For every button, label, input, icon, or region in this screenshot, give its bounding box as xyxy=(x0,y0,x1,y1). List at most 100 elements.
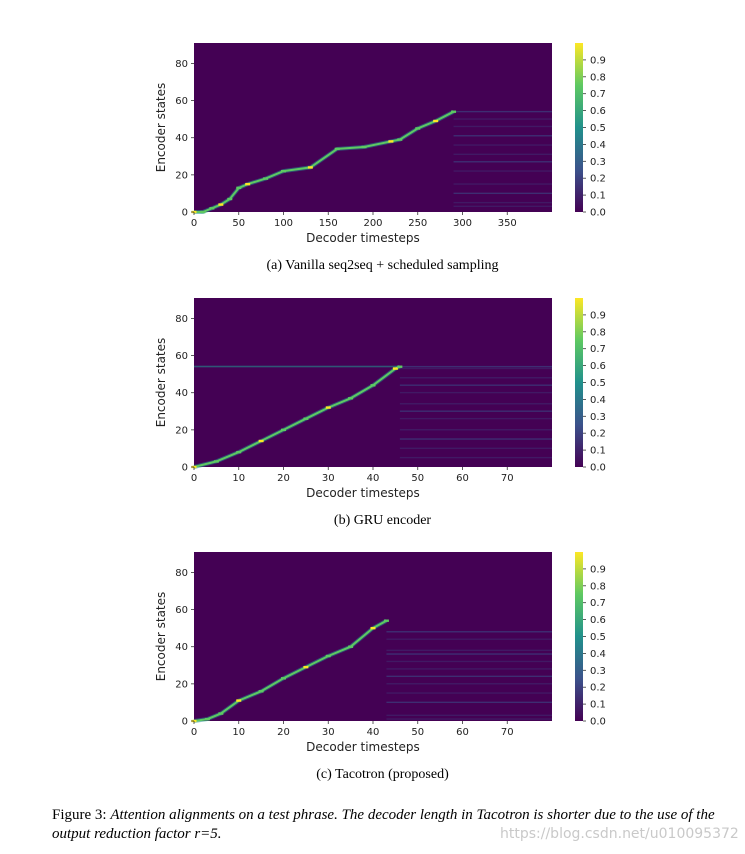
x-tick-label: 70 xyxy=(501,473,514,484)
residual-attention-stripe xyxy=(399,447,552,450)
residual-attention-stripe xyxy=(453,153,552,156)
alignment-point xyxy=(392,367,398,370)
alignment-point xyxy=(307,166,313,169)
colorbar-tick-label: 0.0 xyxy=(590,463,606,474)
watermark: https://blog.csdn.net/u010095372 xyxy=(500,826,739,842)
colorbar xyxy=(575,298,583,467)
panel-a: 0 50 100 150 200 250 300 350 0 20 40 60 80 Decoder ti… xyxy=(0,0,745,290)
residual-attention-stripe xyxy=(386,649,552,652)
alignment-point xyxy=(348,397,354,400)
x-tick-label: 0 xyxy=(191,218,197,229)
alignment-point xyxy=(415,127,421,130)
alignment-point xyxy=(281,428,286,432)
y-tick-label: 20 xyxy=(175,425,188,436)
x-axis-label: Decoder timesteps xyxy=(306,231,420,245)
alignment-point xyxy=(303,665,309,669)
alignment-point xyxy=(258,439,264,443)
alignment-point xyxy=(370,384,376,387)
alignment-point xyxy=(245,182,251,186)
residual-attention-stripe xyxy=(399,365,552,368)
figure-caption: Figure 3: Attention alignments on a test… xyxy=(52,806,724,844)
alignment-point xyxy=(218,712,224,715)
residual-attention-stripe xyxy=(399,367,552,370)
residual-attention-stripe xyxy=(399,438,552,440)
residual-attention-stripe xyxy=(453,144,552,146)
alignment-point xyxy=(281,677,286,680)
alignment-point xyxy=(303,417,309,420)
residual-attention-stripe xyxy=(399,391,552,394)
alignment-point xyxy=(236,186,242,190)
x-tick-label: 350 xyxy=(498,218,517,229)
x-tick-label: 0 xyxy=(191,473,197,484)
y-axis-label: Encoder states xyxy=(154,338,168,428)
panel-b: 0 10 20 30 40 50 60 70 0 20 40 60 80 Decoder timestep… xyxy=(0,255,745,545)
alignment-point xyxy=(397,365,403,368)
colorbar-tick-label: 0.9 xyxy=(590,55,606,66)
x-tick-label: 50 xyxy=(411,473,424,484)
alignment-point xyxy=(325,406,331,409)
colorbar-tick-label: 0.3 xyxy=(590,412,606,423)
alignment-point xyxy=(258,690,264,693)
y-tick-label: 60 xyxy=(175,351,188,362)
colorbar xyxy=(575,552,583,721)
residual-attention-stripe xyxy=(386,701,552,704)
colorbar-tick-label: 0.9 xyxy=(590,564,606,575)
colorbar-tick-label: 0.0 xyxy=(590,208,606,219)
x-tick-label: 30 xyxy=(322,473,335,484)
colorbar-tick-label: 0.6 xyxy=(590,361,606,372)
residual-attention-stripe xyxy=(399,417,552,420)
colorbar-tick-label: 0.2 xyxy=(590,683,606,694)
residual-attention-stripe xyxy=(386,718,552,720)
alignment-point xyxy=(218,203,224,206)
residual-attention-stripe xyxy=(386,660,552,663)
colorbar-tick-label: 0.3 xyxy=(590,666,606,677)
x-tick-label: 50 xyxy=(232,218,245,229)
alignment-point xyxy=(263,177,269,180)
residual-attention-stripe xyxy=(453,161,552,163)
colorbar-tick-label: 0.4 xyxy=(590,649,606,660)
residual-attention-stripe xyxy=(453,125,552,128)
colorbar-tick-label: 0.0 xyxy=(590,717,606,728)
alignment-point xyxy=(348,645,354,648)
residual-attention-stripe xyxy=(453,110,552,113)
residual-attention-stripe xyxy=(453,183,552,185)
alignment-point xyxy=(236,699,242,702)
alignment-point xyxy=(200,210,206,214)
x-tick-label: 10 xyxy=(232,473,245,484)
y-tick-label: 40 xyxy=(175,133,188,144)
residual-attention-stripe xyxy=(386,692,552,694)
heatmap-c: 0 10 20 30 40 50 60 70 0 20 40 60 80 Decoder timestep… xyxy=(154,552,606,754)
colorbar-tick-label: 0.7 xyxy=(590,344,606,355)
colorbar-tick-label: 0.8 xyxy=(590,581,606,592)
colorbar-tick-label: 0.3 xyxy=(590,157,606,168)
colorbar-tick-label: 0.8 xyxy=(590,72,606,83)
residual-attention-stripe xyxy=(386,714,552,717)
x-tick-label: 300 xyxy=(453,218,472,229)
y-tick-label: 0 xyxy=(182,208,188,219)
alignment-point xyxy=(370,626,376,630)
residual-attention-stripe xyxy=(399,377,552,379)
residual-attention-stripe xyxy=(386,683,552,685)
y-tick-label: 0 xyxy=(182,717,188,728)
residual-attention-stripe xyxy=(453,192,552,195)
residual-attention-stripe xyxy=(399,456,552,459)
y-tick-label: 20 xyxy=(175,679,188,690)
residual-attention-stripe xyxy=(399,410,552,412)
heatmap-b: 0 10 20 30 40 50 60 70 0 20 40 60 80 Decoder timestep… xyxy=(154,298,606,500)
alignment-point xyxy=(383,619,389,622)
x-tick-label: 30 xyxy=(322,727,335,738)
y-tick-label: 20 xyxy=(175,170,188,181)
residual-attention-stripe xyxy=(453,201,552,204)
colorbar-tick-label: 0.8 xyxy=(590,327,606,338)
y-tick-label: 60 xyxy=(175,605,188,616)
x-tick-label: 40 xyxy=(367,473,380,484)
colorbar-tick-label: 0.7 xyxy=(590,598,606,609)
x-axis-label: Decoder timesteps xyxy=(306,740,420,754)
y-tick-label: 40 xyxy=(175,388,188,399)
y-tick-label: 80 xyxy=(175,59,188,70)
figure-caption-text: Attention alignments on a test phrase. T… xyxy=(52,807,715,842)
x-tick-label: 200 xyxy=(363,218,382,229)
subcaption-a: (a) Vanilla seq2seq + scheduled sampling xyxy=(266,258,499,273)
x-tick-label: 100 xyxy=(274,218,293,229)
alignment-point xyxy=(204,717,210,721)
